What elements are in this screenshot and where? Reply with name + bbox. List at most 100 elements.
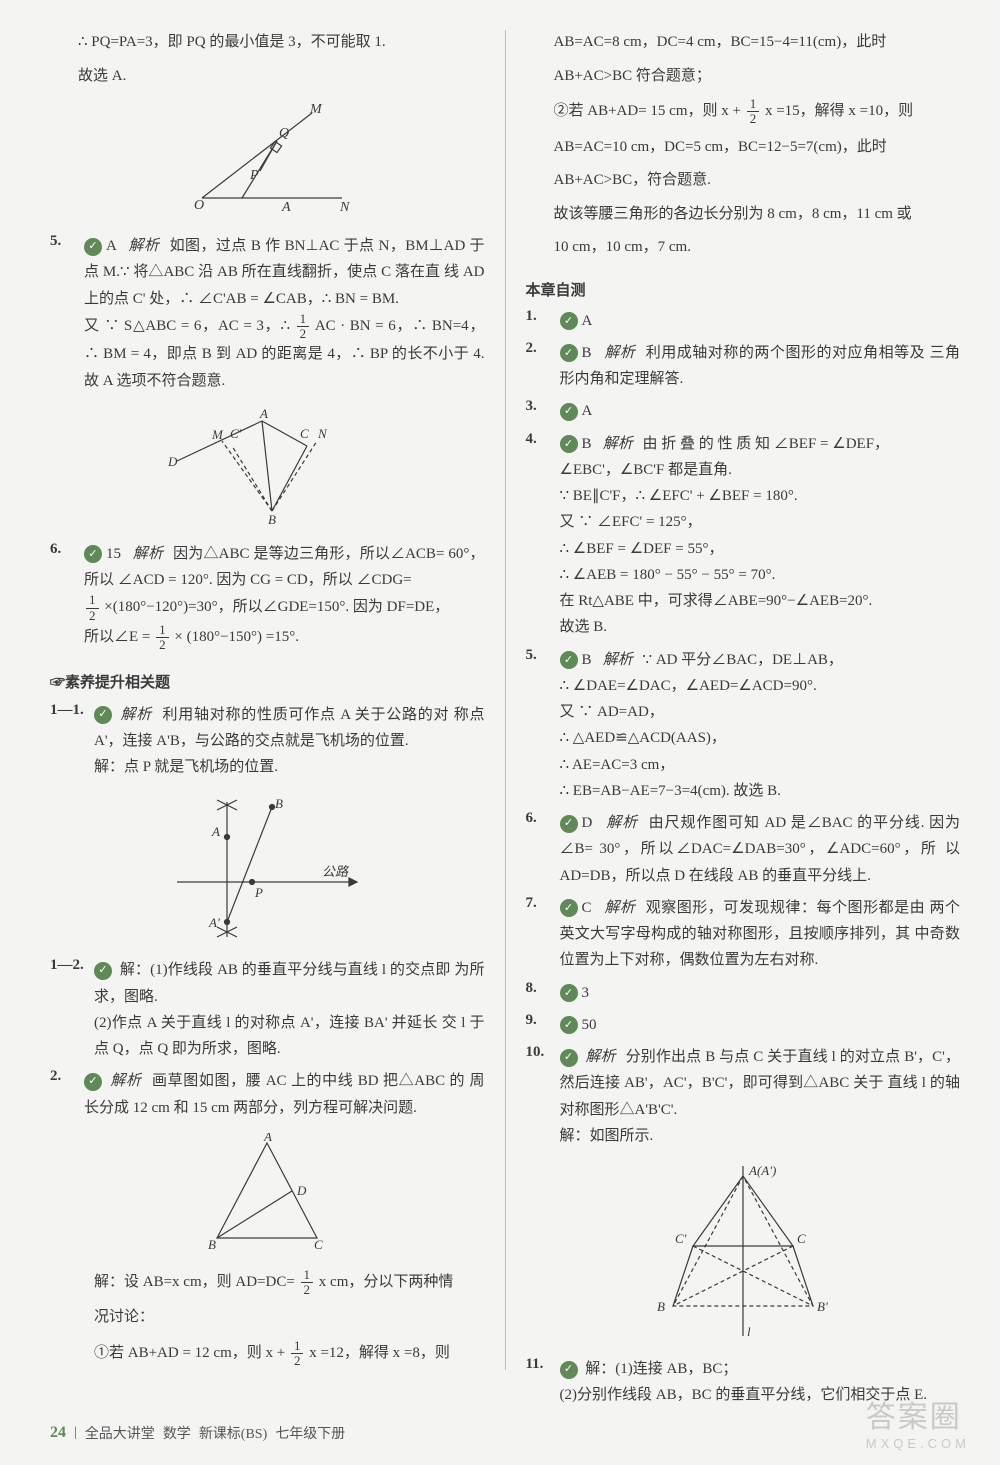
svg-text:B: B <box>208 1237 216 1252</box>
svg-text:A(A'): A(A') <box>748 1163 776 1178</box>
question-1-1: 1—1. ✓ 解析 利用轴对称的性质可作点 A 关于公路的对 称点 A'，连接 … <box>50 702 485 781</box>
text: 故选 A. <box>50 64 485 90</box>
section-heading: ☞素养提升相关题 <box>50 671 485 692</box>
text: (2)作点 A 关于直线 l 的对称点 A'，连接 BA' 并延长 <box>94 1015 438 1031</box>
check-icon: ✓ <box>84 1073 102 1091</box>
svg-text:A': A' <box>208 915 220 930</box>
text: AB+AC>BC 符合题意； <box>526 64 961 90</box>
q-num: 2. <box>50 1068 84 1121</box>
answer: 3 <box>582 985 590 1001</box>
keyword: 解析 <box>110 1073 141 1089</box>
text: ×(180°−120°)=30°，所以∠GDE=150°. 因为 DF=DE， <box>104 600 449 616</box>
check-icon: ✓ <box>560 899 578 917</box>
figure-3: B A P 公路 A' <box>50 792 485 947</box>
svg-text:D: D <box>167 454 178 469</box>
svg-text:A: A <box>263 1133 272 1144</box>
test-1: 1. ✓A <box>526 308 961 334</box>
check-icon: ✓ <box>560 815 578 833</box>
text: ∴ AE=AC=3 cm， <box>560 757 675 773</box>
text: 又 ∵ ∠EFC' = 125°， <box>560 514 702 530</box>
q-num: 6. <box>526 810 560 889</box>
figure-1: M Q P O A N <box>50 103 485 223</box>
check-icon: ✓ <box>560 1361 578 1379</box>
check-icon: ✓ <box>560 1016 578 1034</box>
check-icon: ✓ <box>94 962 112 980</box>
svg-text:M: M <box>309 103 323 117</box>
svg-text:N: N <box>317 426 328 441</box>
svg-text:B: B <box>268 512 276 526</box>
text: 况讨论： <box>50 1305 485 1331</box>
text: 画草图如图，腰 AC 上的中线 BD 把△ABC 的 <box>152 1073 465 1089</box>
text: 10 cm，10 cm，7 cm. <box>526 235 961 261</box>
text: AB=AC=10 cm，DC=5 cm，BC=12−5=7(cm)，此时 <box>526 135 961 161</box>
answer: B <box>582 436 592 452</box>
grade: 七年级下册 <box>275 1423 345 1443</box>
q-num: 6. <box>50 541 84 653</box>
q-num: 11. <box>526 1356 560 1409</box>
text: 解：(1)连接 AB，BC； <box>585 1361 737 1377</box>
check-icon: ✓ <box>94 706 112 724</box>
page-number: 24 <box>50 1424 66 1442</box>
text: AC · BN = 6，∴ BN=4， <box>315 318 485 334</box>
keyword: 解析 <box>603 436 633 452</box>
q-num: 1—2. <box>50 957 94 1062</box>
svg-text:A: A <box>211 824 220 839</box>
watermark: 答案圈 MXQE.COM <box>866 1392 970 1451</box>
keyword: 解析 <box>121 707 153 723</box>
text: 故该等腰三角形的各边长分别为 8 cm，8 cm，11 cm 或 <box>526 202 961 228</box>
edition: 新课标(BS) <box>199 1423 267 1443</box>
text: 由尺规作图可知 AD 是∠BAC 的平分线. <box>649 815 925 831</box>
check-icon: ✓ <box>560 403 578 421</box>
test-8: 8. ✓3 <box>526 980 961 1006</box>
question-1-2: 1—2. ✓ 解：(1)作线段 AB 的垂直平分线与直线 l 的交点即 为所求，… <box>50 957 485 1062</box>
text: ∴ ∠AEB = 180° − 55° − 55° = 70°. <box>560 567 776 583</box>
check-icon: ✓ <box>84 545 102 563</box>
question-2: 2. ✓ 解析 画草图如图，腰 AC 上的中线 BD 把△ABC 的 周长分成 … <box>50 1068 485 1121</box>
test-7: 7. ✓C 解析 观察图形，可发现规律：每个图形都是由 两个英文大写字母构成的轴… <box>526 895 961 974</box>
q-num: 5. <box>526 647 560 805</box>
check-icon: ✓ <box>560 651 578 669</box>
svg-text:D: D <box>296 1183 307 1198</box>
check-icon: ✓ <box>560 312 578 330</box>
answer: 50 <box>582 1017 597 1033</box>
q-num: 7. <box>526 895 560 974</box>
fraction: 12 <box>747 97 760 127</box>
svg-text:O: O <box>194 198 204 213</box>
text: ∴ ∠DAE=∠DAC，∠AED=∠ACD=90°. <box>560 678 817 694</box>
book-title: 全品大讲堂 <box>85 1423 155 1443</box>
svg-text:A: A <box>259 406 268 421</box>
text: ∠EBC'，∠BC'F 都是直角. <box>560 462 732 478</box>
q-num: 4. <box>526 431 560 641</box>
text: ☞素养提升相关题 <box>50 671 170 692</box>
text: 解：点 P 就是飞机场的位置. <box>94 759 278 775</box>
left-column: ∴ PQ=PA=3，即 PQ 的最小值是 3，不可能取 1. 故选 A. M Q… <box>50 30 485 1370</box>
fraction: 12 <box>291 1339 304 1369</box>
figure-2: A M C' C N D B <box>50 406 485 531</box>
watermark-text: 答案圈 <box>866 1401 962 1434</box>
question-6: 6. ✓15 解析 因为△ABC 是等边三角形，所以∠ACB= 60°，所以 ∠… <box>50 541 485 653</box>
figure-5: A(A') C' C B B' l <box>526 1161 961 1346</box>
svg-text:C: C <box>797 1231 806 1246</box>
text: AB+AC>BC，符合题意. <box>526 168 961 194</box>
q-num: 8. <box>526 980 560 1006</box>
text: 又 ∵ AD=AD， <box>560 704 664 720</box>
text: ∴ BM = 4，即点 B 到 AD 的距离是 4，∴ BP 的长不小于 4. <box>84 346 485 362</box>
test-3: 3. ✓A <box>526 398 961 424</box>
answer: D <box>582 815 593 831</box>
test-4: 4. ✓B 解析 由 折 叠 的 性 质 知 ∠BEF = ∠DEF， ∠EBC… <box>526 431 961 641</box>
watermark-sub: MXQE.COM <box>866 1436 970 1451</box>
check-icon: ✓ <box>560 1049 578 1067</box>
test-2: 2. ✓B 解析 利用成轴对称的两个图形的对应角相等及 三角形内角和定理解答. <box>526 340 961 393</box>
answer: B <box>582 652 592 668</box>
test-9: 9. ✓50 <box>526 1012 961 1038</box>
q-num: 1. <box>526 308 560 334</box>
fraction: 12 <box>297 312 310 342</box>
svg-text:M: M <box>211 427 224 442</box>
svg-text:P: P <box>254 885 263 900</box>
text: 解：(1)作线段 AB 的垂直平分线与直线 l 的交点即 <box>120 962 451 978</box>
fraction: 12 <box>86 593 99 623</box>
keyword: 解析 <box>604 900 635 916</box>
answer: C <box>582 900 592 916</box>
keyword: 解析 <box>604 345 635 361</box>
svg-text:C': C' <box>675 1231 687 1246</box>
